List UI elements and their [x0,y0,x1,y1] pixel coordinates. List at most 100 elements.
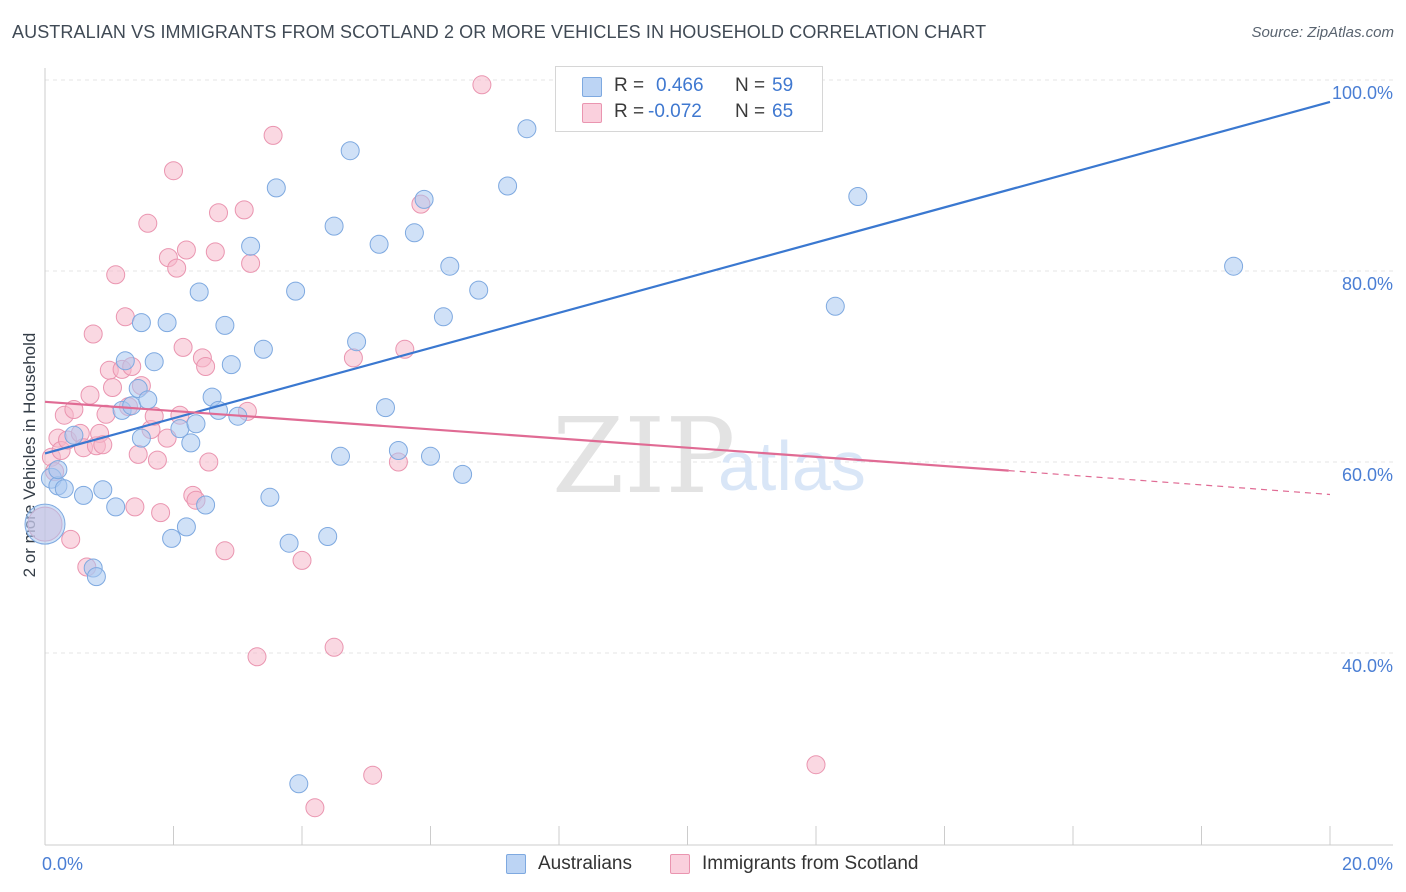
australians-point [64,425,84,445]
australians-point [157,313,177,333]
australians-point [186,414,206,434]
australians-point [196,495,216,515]
scotland-point [205,242,225,262]
scotland-point [247,647,267,667]
tick-labels: 40.0% 60.0% 80.0% 100.0% 0.0% 20.0% [42,83,1393,874]
watermark-zip: ZIP [552,395,735,517]
australians-point [266,178,286,198]
australians-point [138,390,158,410]
legend-label: Australians [538,853,632,874]
australians-point [286,281,306,301]
scotland-point [83,324,103,344]
australians-point [86,567,106,587]
y-tick-label: 40.0% [1342,656,1393,676]
scotland-point [144,406,164,426]
australians-point [279,533,299,553]
australians-point [122,396,142,416]
watermark-atlas: atlas [718,427,866,505]
legend-swatch-blue [582,77,602,97]
australians-point [74,485,93,505]
legend-r-label: R = [614,75,645,96]
australians-point [414,189,434,209]
scotland-point [199,452,219,472]
scotland-point [157,428,177,448]
australians-point [144,352,164,372]
scotland-point [147,450,167,470]
australians-point [162,528,182,548]
legend-n-value: 65 [772,101,794,122]
australians-point [241,236,261,256]
legend-swatch-pink [670,854,690,874]
scotland-point [96,404,116,424]
australians-point [215,315,235,335]
australians-point [289,774,309,794]
scotland-point [164,161,183,181]
australians-point [369,234,389,254]
australians-point [115,351,135,371]
source-credit: Source: ZipAtlas.com [1251,24,1394,41]
y-tick-label: 60.0% [1342,465,1393,485]
correlation-legend: R = 0.466 N = 59 R = -0.072 N = 65 [555,66,823,132]
legend-n-value: 59 [772,75,794,96]
scotland-point [292,550,312,570]
australians-point [176,517,196,537]
australians-trend-line [44,100,1331,455]
scotland-point [343,348,363,368]
y-tick-label: 80.0% [1342,274,1393,294]
australians-point [404,223,424,243]
australians-point [181,433,201,453]
scotland-trend-extension [1008,469,1331,496]
australians-point [93,480,113,500]
y-tick-label: 100.0% [1332,83,1393,103]
australians-point [318,527,338,546]
legend-n-label: N = [735,75,766,96]
scotland-point [138,213,158,233]
chart-title: AUSTRALIAN VS IMMIGRANTS FROM SCOTLAND 2… [12,22,987,42]
australians-point [440,256,460,276]
legend-label: Immigrants from Scotland [702,853,919,874]
series-australians [24,119,1244,794]
legend-n-label: N = [735,101,766,122]
scotland-point [125,497,145,517]
australians-point [453,464,473,484]
australians-point [421,446,440,466]
australians-point [131,313,151,333]
legend-r-label: R = [614,101,645,122]
legend-swatch-blue [506,854,526,874]
australians-point [189,282,209,302]
grid-lines [45,79,1393,654]
scotland-point [93,435,113,455]
scotland-point [472,75,492,95]
scotland-point [167,258,187,278]
scotland-point [209,203,228,223]
x-tick-label: 0.0% [42,854,83,874]
australians-point [825,296,845,316]
australians-point [221,355,241,375]
australians-point [131,428,151,448]
australians-point [260,487,280,507]
scotland-point [61,529,81,549]
australians-point [347,332,367,352]
scotland-point [234,200,254,220]
australians-point [1224,256,1244,276]
scotland-point [263,125,283,145]
scotland-trend-line [44,400,1009,472]
australians-point [253,339,273,359]
australians-point [388,441,408,460]
legend-r-value: -0.072 [648,101,702,122]
australians-point [433,307,453,327]
australians-point [48,460,68,480]
scotland-point [324,637,344,657]
scotland-point [806,755,826,775]
scotland-point [305,798,325,818]
australians-point [848,187,868,206]
scotland-point [128,444,148,464]
legend-swatch-pink [582,103,602,123]
australians-point [24,503,66,545]
scotland-point [80,385,100,405]
scotland-point [176,240,196,260]
scotland-point [215,541,235,561]
trend-lines [44,100,1331,496]
australians-point [106,497,126,517]
